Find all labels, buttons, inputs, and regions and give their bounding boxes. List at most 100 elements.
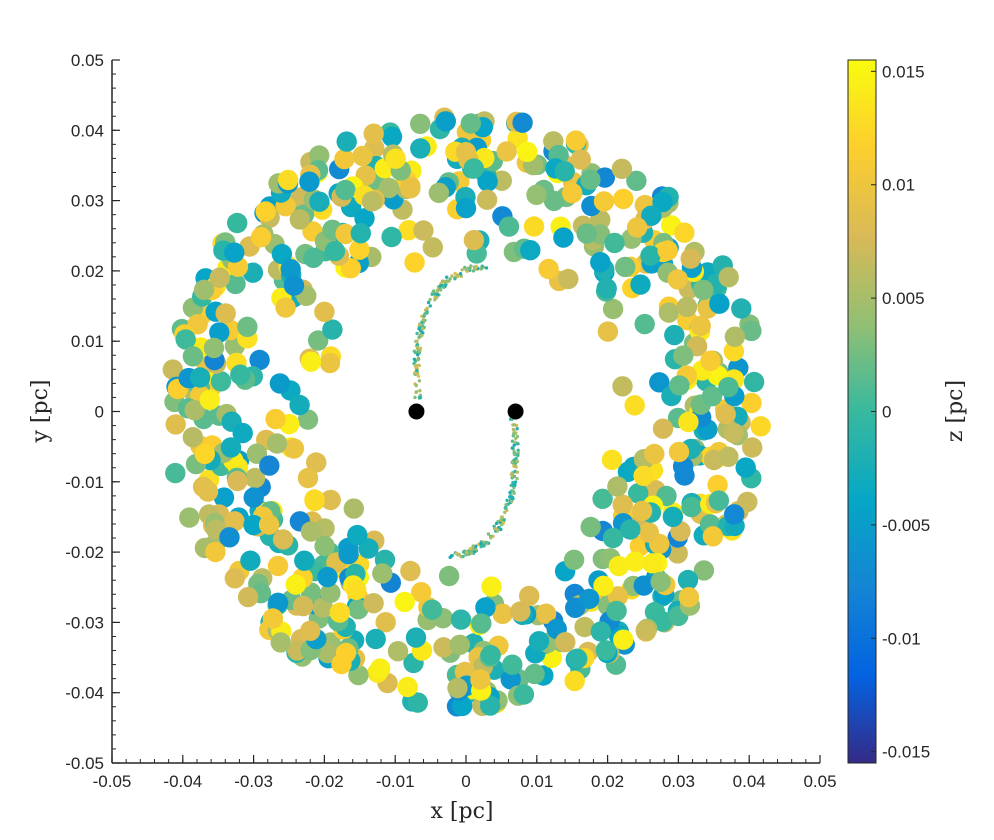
- disk-particle: [230, 364, 251, 385]
- streamer-particle: [455, 274, 460, 279]
- x-tick-label: 0.01: [520, 772, 553, 791]
- disk-particle: [737, 491, 758, 513]
- streamer-particle: [433, 295, 437, 299]
- y-tick-label: -0.01: [65, 473, 104, 492]
- disk-particle: [449, 634, 470, 655]
- streamer-particle: [484, 266, 489, 270]
- disk-particle: [249, 349, 270, 371]
- disk-particle: [576, 223, 597, 244]
- streamer-particle: [418, 389, 422, 393]
- disk-particle: [723, 422, 744, 444]
- colorbar-tick-label: 0.015: [882, 62, 925, 81]
- y-tick-label: 0.03: [71, 192, 104, 211]
- disk-particle: [607, 586, 629, 607]
- streamer-particle: [415, 343, 420, 347]
- disk-particle: [405, 627, 427, 648]
- disk-particle: [182, 346, 204, 367]
- disk-particle: [652, 191, 673, 213]
- disk-particle: [283, 438, 305, 459]
- disk-particle: [447, 677, 468, 699]
- disk-particle: [250, 227, 272, 248]
- disk-particle: [565, 130, 587, 151]
- disk-particle: [243, 514, 264, 536]
- streamer-particle: [458, 272, 463, 276]
- disk-particle: [387, 641, 409, 662]
- disk-particle: [563, 549, 585, 570]
- disk-particle: [209, 267, 230, 288]
- disk-particle: [590, 621, 611, 642]
- disk-particle: [224, 242, 245, 263]
- disk-particle: [690, 315, 711, 336]
- disk-particle: [470, 669, 491, 690]
- streamer-particle: [515, 434, 520, 439]
- disk-particle: [194, 443, 215, 465]
- disk-particle: [592, 488, 613, 509]
- disk-particle: [306, 452, 327, 473]
- disk-particle: [304, 490, 325, 512]
- disk-particle: [175, 329, 196, 350]
- disk-particle: [634, 313, 655, 335]
- disk-particle: [314, 535, 335, 557]
- disk-particle: [562, 182, 583, 204]
- disk-particle: [283, 275, 305, 296]
- disk-particle: [662, 506, 684, 527]
- disk-particle: [348, 599, 369, 620]
- streamer-particle: [512, 428, 516, 432]
- disk-particle: [294, 550, 315, 571]
- disk-particle: [237, 586, 259, 608]
- streamer-particle: [413, 395, 417, 400]
- disk-particle: [361, 191, 383, 212]
- disk-particle: [381, 226, 402, 248]
- streamer-particle: [417, 379, 422, 383]
- colorbar-tick-label: 0.005: [882, 289, 925, 308]
- streamer-particle: [502, 518, 506, 522]
- disk-particle: [631, 500, 653, 522]
- streamer-particle: [415, 346, 420, 350]
- disk-particle: [718, 446, 739, 467]
- disk-particle: [320, 489, 341, 511]
- colorbar-tick-label: -0.01: [882, 629, 921, 648]
- streamer-particle: [512, 474, 517, 479]
- x-tick-label: 0.05: [803, 772, 836, 791]
- disk-particle: [602, 527, 624, 549]
- x-tick-label: 0.04: [733, 772, 766, 791]
- x-axis-title: x [pc]: [431, 799, 494, 824]
- streamer-particle: [516, 448, 520, 452]
- disk-particle: [715, 404, 736, 425]
- streamer-particle: [448, 277, 452, 281]
- streamer-particle: [505, 498, 509, 502]
- disk-particle: [347, 524, 368, 546]
- disk-particle: [718, 267, 739, 288]
- disk-particle: [215, 303, 236, 324]
- disk-particle: [498, 216, 520, 237]
- disk-particle: [289, 394, 310, 416]
- streamer-particle: [511, 434, 515, 438]
- streamer-particle: [512, 423, 516, 427]
- streamer-particle: [497, 525, 501, 530]
- streamer-particle: [414, 390, 419, 394]
- disk-particle: [700, 350, 721, 371]
- streamer-particle: [468, 547, 472, 551]
- disk-particle: [317, 566, 338, 588]
- disk-particle: [335, 642, 357, 664]
- streamer-particle: [495, 528, 500, 532]
- streamer-particle: [515, 427, 519, 431]
- disk-particle: [615, 256, 636, 278]
- disk-particle: [270, 632, 291, 653]
- disk-particle: [182, 427, 203, 448]
- streamer-right: [448, 410, 520, 560]
- streamer-particle: [465, 550, 469, 554]
- disk-particle: [590, 252, 611, 273]
- disk-particle: [602, 298, 624, 320]
- disk-particle: [724, 504, 745, 525]
- streamer-particle: [510, 460, 514, 465]
- streamer-particle: [510, 446, 514, 450]
- disk-particle: [300, 521, 322, 542]
- streamer-particle: [512, 452, 517, 457]
- streamer-left: [412, 264, 489, 414]
- disk-particle: [553, 227, 574, 248]
- disk-particle: [638, 522, 659, 543]
- disk-particle: [641, 205, 662, 226]
- disk-particle: [394, 591, 415, 613]
